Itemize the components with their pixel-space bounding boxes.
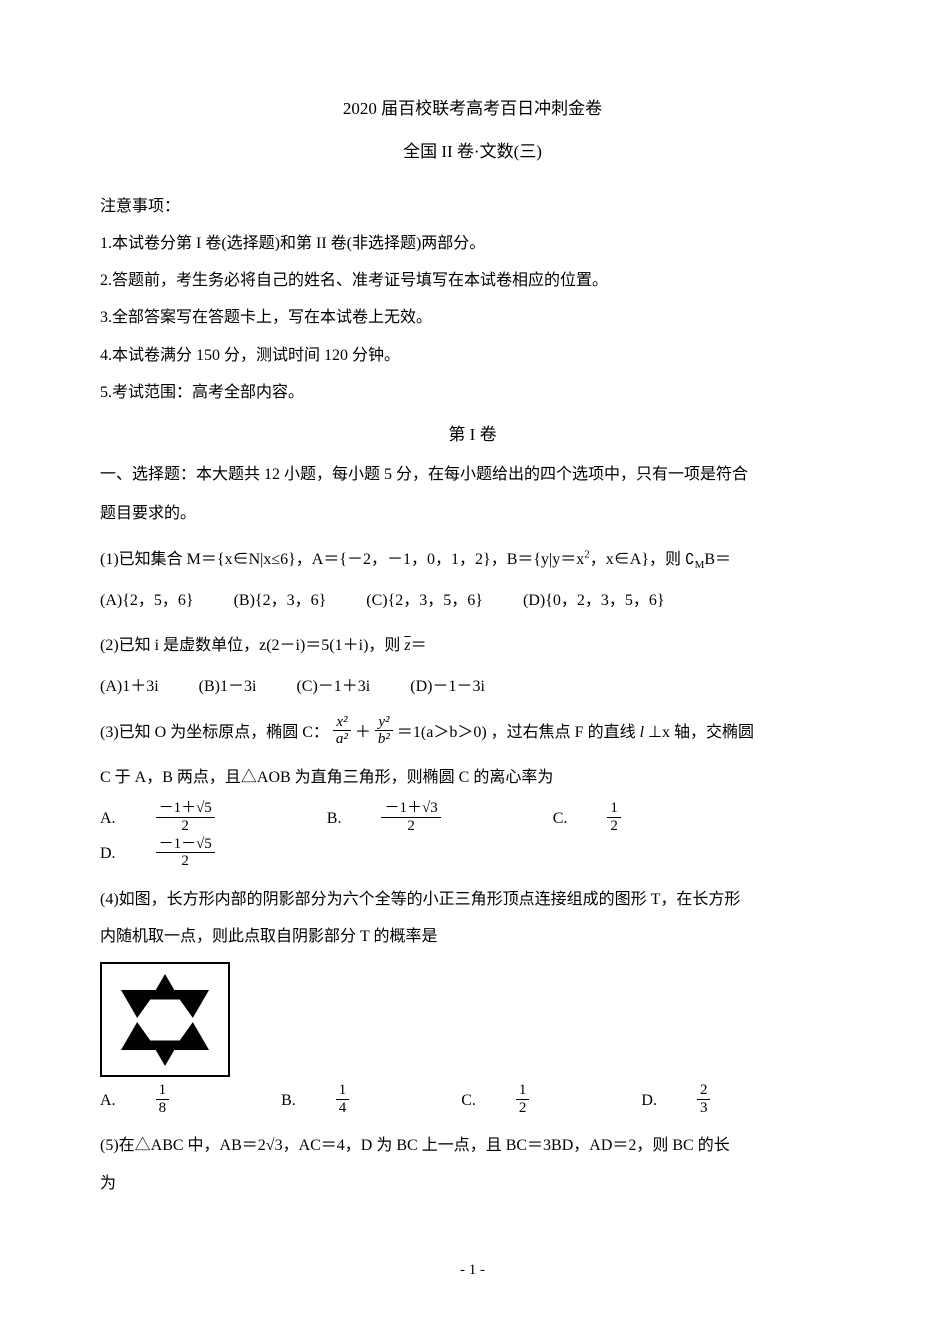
question-4-line2: 内随机取一点，则此点取自阴影部分 T 的概率是 (100, 919, 845, 954)
q3-B-den: 2 (381, 818, 440, 835)
notice-header: 注意事项： (100, 189, 845, 224)
q3-D-num: －1－√5 (156, 836, 215, 854)
q3-f1-den: a² (333, 731, 351, 748)
q4-C-num: 1 (516, 1082, 530, 1100)
q3-text-c: ⊥x 轴，交椭圆 (648, 724, 754, 741)
q5-sqrt3: √3 (266, 1137, 283, 1154)
q4-B-den: 4 (336, 1100, 350, 1117)
q3-f2-num: y² (375, 714, 393, 732)
q5-text-b: ，AC＝4，D 为 BC 上一点，且 BC＝3BD，AD＝2，则 BC 的长 (283, 1137, 730, 1154)
instruction-line-1: 一、选择题：本大题共 12 小题，每小题 5 分，在每小题给出的四个选项中，只有… (100, 457, 845, 492)
q3-eq: ＝1(a＞b＞0) (397, 724, 487, 741)
instruction-line-2: 题目要求的。 (100, 496, 845, 531)
q2-text-b: ＝ (411, 637, 427, 654)
question-3-line2: C 于 A，B 两点，且△AOB 为直角三角形，则椭圆 C 的离心率为 (100, 760, 845, 795)
q5-text-a: (5)在△ABC 中，AB＝2 (100, 1137, 266, 1154)
question-5-line1: (5)在△ABC 中，AB＝2√3，AC＝4，D 为 BC 上一点，且 BC＝3… (100, 1128, 845, 1163)
title-sub: 全国 II 卷·文数(三) (100, 133, 845, 170)
q1-option-b: (B){2，3，6} (234, 583, 327, 618)
q4-B-num: 1 (336, 1082, 350, 1100)
q3-B-num: －1＋√3 (381, 800, 440, 818)
q4-D-den: 3 (697, 1100, 711, 1117)
notice-item-1: 1.本试卷分第 I 卷(选择题)和第 II 卷(非选择题)两部分。 (100, 226, 845, 261)
question-2: (2)已知 i 是虚数单位，z(2－i)＝5(1＋i)，则 z＝ (100, 628, 845, 663)
q4-option-c: C. 12 (461, 1083, 601, 1118)
q3-A-num: －1＋√5 (156, 800, 215, 818)
q4-C-label: C. (461, 1083, 476, 1118)
q3-A-den: 2 (156, 818, 215, 835)
q4-A-label: A. (100, 1083, 116, 1118)
q4-options: A. 18 B. 14 C. 12 D. 23 (100, 1083, 845, 1118)
q3-plus: ＋ (355, 724, 371, 741)
question-3: (3)已知 O 为坐标原点，椭圆 C： x²a² ＋ y²b² ＝1(a＞b＞0… (100, 715, 845, 750)
q3-B-label: B. (327, 801, 342, 836)
q3-options: A. －1＋√52 B. －1＋√32 C. 12 D. －1－√52 (100, 801, 845, 872)
q3-option-c: C. 12 (553, 801, 693, 836)
q1-text-c: B＝ (704, 551, 731, 568)
q4-option-d: D. 23 (641, 1083, 782, 1118)
q2-text-a: (2)已知 i 是虚数单位，z(2－i)＝5(1＋i)，则 (100, 637, 404, 654)
q1-options: (A){2，5，6} (B){2，3，6} (C){2，3，5，6} (D){0… (100, 583, 845, 618)
q4-C-den: 2 (516, 1100, 530, 1117)
notice-item-2: 2.答题前，考生务必将自己的姓名、准考证号填写在本试卷相应的位置。 (100, 263, 845, 298)
q3-C-den: 2 (607, 818, 621, 835)
q3-text-b: ，过右焦点 F 的直线 (491, 724, 640, 741)
q2-option-a: (A)1＋3i (100, 669, 159, 704)
notice-item-5: 5.考试范围：高考全部内容。 (100, 375, 845, 410)
q3-D-label: D. (100, 836, 116, 871)
title-main: 2020 届百校联考高考百日冲刺金卷 (100, 90, 845, 127)
q1-option-d: (D){0，2，3，5，6} (523, 583, 665, 618)
q3-C-num: 1 (607, 800, 621, 818)
q2-option-c: (C)－1＋3i (296, 669, 370, 704)
notice-item-3: 3.全部答案写在答题卡上，写在本试卷上无效。 (100, 300, 845, 335)
star-icon (110, 970, 220, 1070)
q3-ell: l (640, 724, 648, 741)
q3-f1-num: x² (333, 714, 351, 732)
question-5-line2: 为 (100, 1166, 845, 1201)
q3-option-d: D. －1－√52 (100, 836, 287, 871)
q4-D-num: 2 (697, 1082, 711, 1100)
q4-A-den: 8 (156, 1100, 170, 1117)
q3-option-b: B. －1＋√32 (327, 801, 513, 836)
q3-D-den: 2 (156, 853, 215, 870)
section-title: 第 I 卷 (100, 416, 845, 453)
q4-option-a: A. 18 (100, 1083, 241, 1118)
q2-option-d: (D)－1－3i (410, 669, 485, 704)
q3-C-label: C. (553, 801, 568, 836)
q1-text-b: ，x∈A}，则 (590, 551, 681, 568)
complement-symbol: ∁ (685, 551, 695, 568)
question-1: (1)已知集合 M＝{x∈N|x≤6}，A＝{－2，－1，0，1，2}，B＝{y… (100, 542, 845, 577)
q4-option-b: B. 14 (281, 1083, 421, 1118)
q4-B-label: B. (281, 1083, 296, 1118)
q3-text-a: (3)已知 O 为坐标原点，椭圆 C： (100, 724, 329, 741)
q1-option-c: (C){2，3，5，6} (366, 583, 483, 618)
q1-text-a: (1)已知集合 M＝{x∈N|x≤6}，A＝{－2，－1，0，1，2}，B＝{y… (100, 551, 584, 568)
star-of-david-figure (100, 962, 230, 1077)
page-number: - 1 - (460, 1254, 485, 1287)
q4-D-label: D. (641, 1083, 657, 1118)
q2-option-b: (B)1－3i (199, 669, 257, 704)
notice-item-4: 4.本试卷满分 150 分，测试时间 120 分钟。 (100, 338, 845, 373)
q1-option-a: (A){2，5，6} (100, 583, 194, 618)
complement-sub: M (695, 559, 705, 571)
q4-A-num: 1 (156, 1082, 170, 1100)
q3-option-a: A. －1＋√52 (100, 801, 287, 836)
q3-f2-den: b² (375, 731, 393, 748)
q3-A-label: A. (100, 801, 116, 836)
q2-options: (A)1＋3i (B)1－3i (C)－1＋3i (D)－1－3i (100, 669, 845, 704)
question-4-line1: (4)如图，长方形内部的阴影部分为六个全等的小正三角形顶点连接组成的图形 T，在… (100, 882, 845, 917)
